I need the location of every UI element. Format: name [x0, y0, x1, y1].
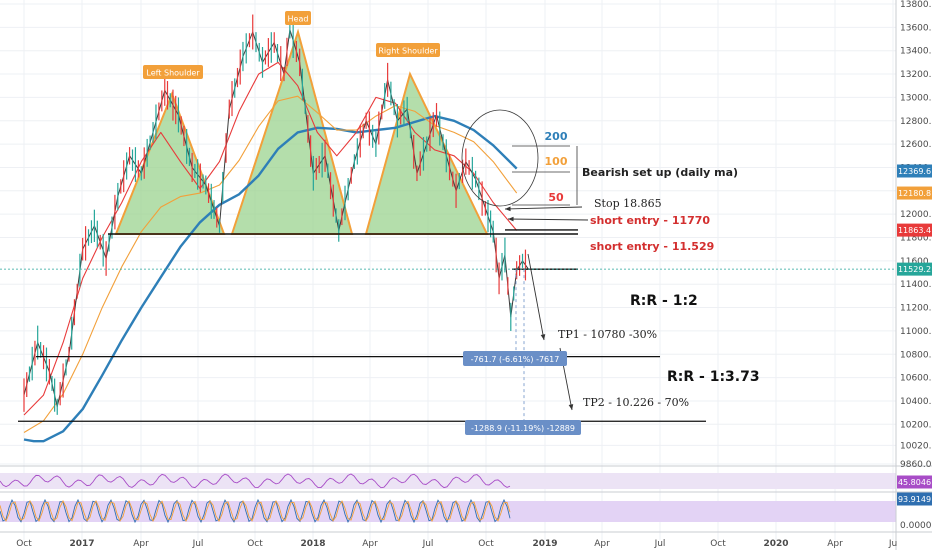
y-tick-label: 11200.0: [900, 304, 932, 314]
stop-label: Stop 18.865: [594, 197, 662, 210]
ma-50-label: 50: [548, 191, 564, 204]
svg-text:-761.7 (-6.61%) -7617: -761.7 (-6.61%) -7617: [471, 355, 560, 364]
svg-text:Left Shoulder: Left Shoulder: [146, 69, 200, 78]
ma-200-label: 200: [545, 130, 568, 143]
measure-1-box: -761.7 (-6.61%) -7617: [463, 351, 567, 366]
y-tick-label: 10600.0: [900, 374, 932, 384]
svg-text:Head: Head: [288, 15, 309, 24]
x-tick-label: Oct: [478, 539, 494, 549]
y-tick-label: 12800.0: [900, 117, 932, 127]
tp1-arrow: [527, 253, 545, 341]
series-layer: [23, 14, 529, 443]
x-tick-label: Apr: [133, 539, 149, 549]
stoch-tick-label: 0.0000: [900, 521, 932, 531]
left-shoulder-label: Left Shoulder: [143, 65, 203, 79]
annotations: Left Shoulder Head Right Shoulder 200 10…: [143, 11, 760, 435]
head-and-shoulders-pattern: [114, 28, 489, 235]
ma-100-label: 100: [545, 155, 568, 168]
x-tick-label: 2019: [532, 539, 557, 549]
head-label: Head: [285, 11, 311, 25]
x-tick-label: Apr: [594, 539, 610, 549]
x-tick-label: Oct: [247, 539, 263, 549]
rsi-band: [0, 473, 896, 489]
x-tick-label: Oct: [710, 539, 726, 549]
y-tick-label: 13400.0: [900, 47, 932, 57]
y-tick-label: 12600.0: [900, 140, 932, 150]
time-axis[interactable]: Oct 2017 Apr Jul Oct 2018 Apr Jul Oct 2019 Apr Jul O…: [16, 539, 897, 549]
price-tag-1-text: 12180.8: [898, 189, 931, 198]
rsi-line: [0, 473, 511, 489]
bearish-setup-label: Bearish set up (daily ma): [582, 166, 738, 179]
short-entry-2-label: short entry - 11.529: [590, 240, 714, 253]
price-tag-0: [897, 164, 932, 178]
price-tag-3: [897, 262, 932, 276]
price-tag-0-text: 12369.6: [898, 167, 931, 176]
price-tags: 12369.6 12180.8 11863.4 11529.2 45.8046 93.91…: [897, 164, 932, 506]
measure-2-box: -1288.9 (-11.19%) -12889: [465, 420, 581, 435]
rsi-pane[interactable]: [0, 465, 932, 489]
svg-text:Right Shoulder: Right Shoulder: [378, 47, 438, 56]
price-tag-2-text: 11863.4: [898, 226, 931, 235]
y-tick-label: 11000.0: [900, 327, 932, 337]
rsi-tag-text: 45.8046: [898, 478, 931, 487]
y-tick-label: 11800.0: [900, 234, 932, 244]
x-tick-label: 2018: [300, 539, 325, 549]
x-tick-label: Apr: [827, 539, 843, 549]
stop-arrow: [504, 206, 583, 210]
y-tick-label: 13200.0: [900, 70, 932, 80]
entry-1-arrow-head: [508, 216, 514, 222]
x-tick-label: Ju: [888, 539, 897, 549]
y-tick-label: 11400.0: [900, 280, 932, 290]
stoch-tag: [897, 492, 932, 506]
chart-grid: [0, 0, 896, 540]
price-tag-3-text: 11529.2: [898, 265, 931, 274]
price-tag-2: [897, 223, 932, 237]
series-line-200: [23, 114, 518, 443]
stop-arrow-head: [505, 206, 511, 212]
x-tick-label: 2020: [763, 539, 788, 549]
series-line-100: [23, 95, 518, 433]
rr-2-label: R:R - 1:3.73: [667, 369, 760, 385]
ma-highlight-circle: [461, 109, 539, 207]
svg-text:-1288.9 (-11.19%) -12889: -1288.9 (-11.19%) -12889: [471, 424, 575, 433]
y-tick-label: 10200.0: [900, 420, 932, 430]
y-tick-label: 13000.0: [900, 93, 932, 103]
entry-1-arrow: [507, 218, 589, 221]
y-tick-label: 13800.0: [900, 0, 932, 10]
tp2-arrow-head: [568, 404, 574, 410]
x-tick-label: Apr: [362, 539, 378, 549]
stoch-d-line: [0, 500, 511, 522]
y-tick-label: 13600.0: [900, 23, 932, 33]
x-tick-label: Jul: [654, 539, 666, 549]
y-tick-label: 10800.0: [900, 350, 932, 360]
right-shoulder-label: Right Shoulder: [376, 43, 440, 57]
y-tick-label: 11600.0: [900, 257, 932, 267]
levels-layer: [0, 206, 896, 422]
x-tick-label: Jul: [422, 539, 434, 549]
y-tick-label: 10400.0: [900, 397, 932, 407]
x-tick-label: 2017: [69, 539, 94, 549]
stoch-k-line: [0, 498, 511, 524]
tp1-arrow-head: [540, 334, 546, 340]
x-tick-label: Oct: [16, 539, 32, 549]
price-tag-1: [897, 186, 932, 200]
y-tick-label: 12000.0: [900, 210, 932, 220]
stochastic-pane[interactable]: [0, 491, 932, 533]
x-tick-label: Jul: [192, 539, 204, 549]
y-tick-label: 9860.0: [900, 460, 932, 470]
series-line-50: [23, 61, 518, 416]
rsi-tag: [897, 475, 932, 489]
rr-1-label: R:R - 1:2: [630, 293, 698, 309]
stoch-tag-text: 93.9149: [898, 495, 931, 504]
short-entry-1-label: short entry - 11770: [590, 214, 710, 227]
tp1-label: TP1 - 10780 -30%: [558, 328, 657, 341]
y-tick-label: 10020.0: [900, 441, 932, 451]
tp2-label: TP2 - 10.226 - 70%: [583, 396, 689, 409]
